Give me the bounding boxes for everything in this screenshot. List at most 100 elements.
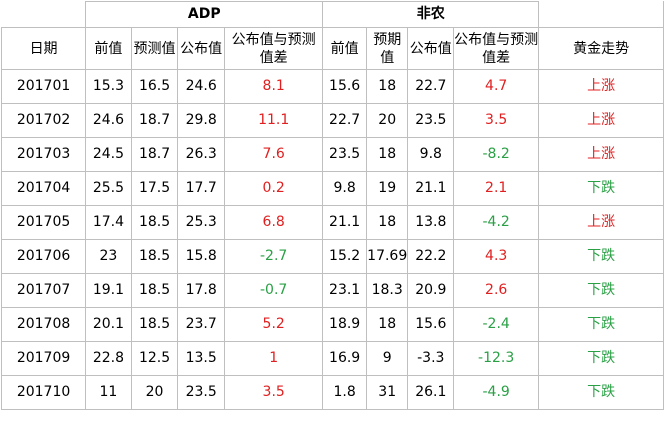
cell-nonfarm-difference: -2.4 xyxy=(453,307,540,342)
adp-group-header: ADP xyxy=(85,1,324,28)
table-row: 201706 23 18.5 15.8 -2.7 15.2 17.69 22.2 4.3 下跌 xyxy=(0,239,664,274)
cell-adp-actual: 17.7 xyxy=(177,171,225,206)
cell-nonfarm-previous: 15.6 xyxy=(322,69,367,104)
cell-nonfarm-forecast: 20 xyxy=(365,103,409,138)
table-row: 201703 24.5 18.7 26.3 7.6 23.5 18 9.8 -8.2 上涨 xyxy=(0,137,664,172)
cell-adp-actual: 23.7 xyxy=(177,307,225,342)
cell-adp-previous: 23 xyxy=(85,239,132,274)
cell-gold-trend: 上涨 xyxy=(538,137,664,172)
header-nonfarm-previous: 前值 xyxy=(322,27,367,70)
cell-adp-difference: 6.8 xyxy=(223,205,324,240)
cell-gold-trend: 下跌 xyxy=(538,307,664,342)
header-date: 日期 xyxy=(0,27,87,70)
cell-adp-previous: 22.8 xyxy=(85,341,132,376)
cell-nonfarm-forecast: 18 xyxy=(365,137,409,172)
cell-nonfarm-difference: 4.7 xyxy=(453,69,540,104)
cell-nonfarm-difference: -4.9 xyxy=(453,375,540,410)
cell-nonfarm-previous: 16.9 xyxy=(322,341,367,376)
cell-nonfarm-previous: 22.7 xyxy=(322,103,367,138)
cell-adp-forecast: 18.7 xyxy=(130,103,179,138)
header-nonfarm-difference: 公布值与预测值差 xyxy=(453,27,540,70)
cell-gold-trend: 下跌 xyxy=(538,375,664,410)
cell-nonfarm-difference: 2.1 xyxy=(453,171,540,206)
cell-nonfarm-actual: -3.3 xyxy=(407,341,455,376)
group-header-row: ADP 非农 xyxy=(0,1,664,28)
cell-nonfarm-actual: 21.1 xyxy=(407,171,455,206)
cell-adp-forecast: 12.5 xyxy=(130,341,179,376)
cell-nonfarm-previous: 9.8 xyxy=(322,171,367,206)
table-row: 201710 11 20 23.5 3.5 1.8 31 26.1 -4.9 下跌 xyxy=(0,375,664,410)
table-row: 201701 15.3 16.5 24.6 8.1 15.6 18 22.7 4.7 上涨 xyxy=(0,69,664,104)
nonfarm-group-header: 非农 xyxy=(322,1,540,28)
cell-adp-forecast: 18.5 xyxy=(130,239,179,274)
cell-adp-previous: 11 xyxy=(85,375,132,410)
cell-date: 201703 xyxy=(0,137,87,172)
cell-gold-trend: 下跌 xyxy=(538,171,664,206)
cell-nonfarm-previous: 15.2 xyxy=(322,239,367,274)
cell-nonfarm-actual: 13.8 xyxy=(407,205,455,240)
cell-nonfarm-difference: 4.3 xyxy=(453,239,540,274)
cell-adp-actual: 29.8 xyxy=(177,103,225,138)
cell-adp-difference: 8.1 xyxy=(223,69,324,104)
cell-adp-forecast: 18.7 xyxy=(130,137,179,172)
header-adp-difference: 公布值与预测值差 xyxy=(223,27,324,70)
cell-adp-forecast: 18.5 xyxy=(130,273,179,308)
cell-nonfarm-previous: 23.1 xyxy=(322,273,367,308)
cell-adp-previous: 20.1 xyxy=(85,307,132,342)
cell-nonfarm-difference: 3.5 xyxy=(453,103,540,138)
cell-adp-difference: 5.2 xyxy=(223,307,324,342)
cell-date: 201706 xyxy=(0,239,87,274)
cell-date: 201707 xyxy=(0,273,87,308)
cell-adp-previous: 24.5 xyxy=(85,137,132,172)
cell-adp-difference: -0.7 xyxy=(223,273,324,308)
header-gold-trend: 黄金走势 xyxy=(538,27,664,70)
cell-nonfarm-forecast: 19 xyxy=(365,171,409,206)
cell-adp-previous: 17.4 xyxy=(85,205,132,240)
cell-date: 201708 xyxy=(0,307,87,342)
column-header-row: 日期 前值 预测值 公布值 公布值与预测值差 前值 预期值 公布值 公布值与预测… xyxy=(0,27,664,70)
adp-nonfarm-gold-table: ADP 非农 日期 前值 预测值 公布值 公布值与预测值差 前值 预期值 公布值… xyxy=(0,1,664,410)
cell-adp-actual: 23.5 xyxy=(177,375,225,410)
table-row: 201702 24.6 18.7 29.8 11.1 22.7 20 23.5 3.5 上涨 xyxy=(0,103,664,138)
header-nonfarm-forecast: 预期值 xyxy=(365,27,409,70)
cell-adp-difference: 0.2 xyxy=(223,171,324,206)
cell-adp-forecast: 16.5 xyxy=(130,69,179,104)
cell-adp-forecast: 20 xyxy=(130,375,179,410)
cell-adp-difference: 7.6 xyxy=(223,137,324,172)
cell-gold-trend: 下跌 xyxy=(538,341,664,376)
cell-adp-previous: 19.1 xyxy=(85,273,132,308)
cell-gold-trend: 上涨 xyxy=(538,69,664,104)
gold-group-blank-cell xyxy=(538,1,664,28)
cell-nonfarm-forecast: 31 xyxy=(365,375,409,410)
cell-nonfarm-forecast: 18 xyxy=(365,69,409,104)
cell-adp-difference: 1 xyxy=(223,341,324,376)
cell-nonfarm-forecast: 17.69 xyxy=(365,239,409,274)
cell-nonfarm-difference: -8.2 xyxy=(453,137,540,172)
cell-adp-difference: -2.7 xyxy=(223,239,324,274)
cell-nonfarm-actual: 23.5 xyxy=(407,103,455,138)
cell-adp-actual: 13.5 xyxy=(177,341,225,376)
cell-adp-previous: 25.5 xyxy=(85,171,132,206)
cell-gold-trend: 下跌 xyxy=(538,273,664,308)
header-adp-actual: 公布值 xyxy=(177,27,225,70)
cell-gold-trend: 下跌 xyxy=(538,239,664,274)
cell-nonfarm-difference: -4.2 xyxy=(453,205,540,240)
cell-adp-actual: 26.3 xyxy=(177,137,225,172)
cell-nonfarm-forecast: 18.3 xyxy=(365,273,409,308)
cell-adp-difference: 3.5 xyxy=(223,375,324,410)
header-adp-forecast: 预测值 xyxy=(130,27,179,70)
cell-adp-forecast: 18.5 xyxy=(130,205,179,240)
cell-adp-difference: 11.1 xyxy=(223,103,324,138)
cell-adp-forecast: 17.5 xyxy=(130,171,179,206)
table-row: 201704 25.5 17.5 17.7 0.2 9.8 19 21.1 2.1 下跌 xyxy=(0,171,664,206)
cell-nonfarm-forecast: 18 xyxy=(365,205,409,240)
cell-adp-actual: 15.8 xyxy=(177,239,225,274)
cell-adp-actual: 25.3 xyxy=(177,205,225,240)
cell-date: 201705 xyxy=(0,205,87,240)
cell-date: 201709 xyxy=(0,341,87,376)
cell-date: 201702 xyxy=(0,103,87,138)
cell-nonfarm-actual: 22.2 xyxy=(407,239,455,274)
corner-cell xyxy=(0,1,87,28)
cell-adp-actual: 17.8 xyxy=(177,273,225,308)
cell-nonfarm-previous: 23.5 xyxy=(322,137,367,172)
